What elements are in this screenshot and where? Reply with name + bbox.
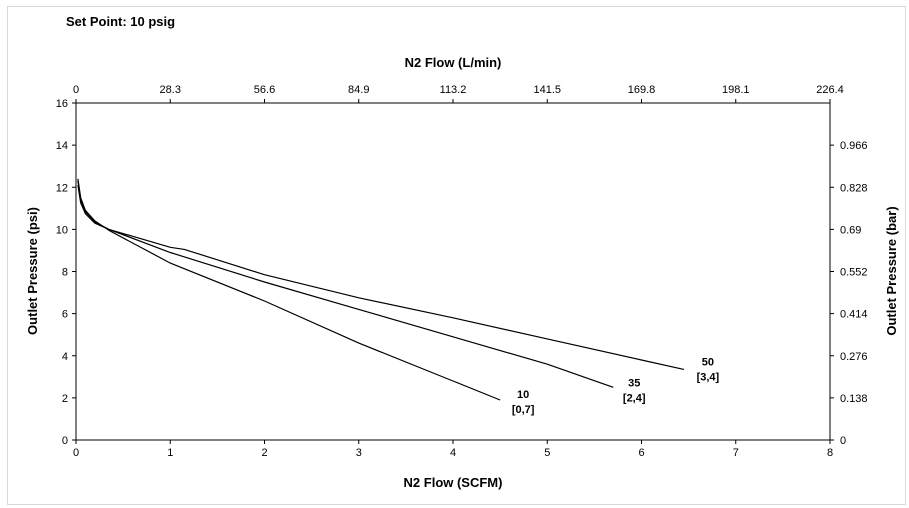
y-tick-label: 4: [62, 351, 68, 363]
x2-axis-title: N2 Flow (L/min): [405, 55, 502, 70]
y2-tick-label: 0.276: [840, 351, 868, 363]
x2-tick-label: 0: [73, 84, 79, 96]
y-tick-label: 12: [56, 182, 68, 194]
y-tick-label: 2: [62, 393, 68, 405]
axes-group: 0 1 2 3 4 5 6 7 80 28.3 56.6 84.9 113.2 141.5 169.8 198…: [56, 84, 868, 459]
y-axis-title: Outlet Pressure (psi): [25, 207, 40, 335]
x2-tick-label: 113.2: [440, 84, 467, 96]
series-label-50: 50: [702, 356, 714, 368]
y2-tick-label: 0.138: [840, 393, 868, 405]
x2-tick-label: 84.9: [348, 84, 369, 96]
y2-tick-label: 0.552: [840, 267, 868, 279]
x-tick-label: 8: [827, 447, 833, 459]
y2-tick-label: 0: [840, 435, 846, 447]
series-group: [77, 178, 685, 401]
x-tick-label: 2: [261, 447, 267, 459]
series-sublabel-50: [3,4]: [697, 371, 720, 383]
y-tick-label: 16: [56, 98, 68, 110]
x2-tick-label: 169.8: [628, 84, 656, 96]
x2-tick-label: 226.4: [816, 84, 844, 96]
x2-tick-label: 56.6: [254, 84, 275, 96]
y-tick-label: 14: [56, 140, 68, 152]
y-tick-label: 0: [62, 435, 68, 447]
y-tick-label: 6: [62, 309, 68, 321]
series-line-10: [77, 178, 501, 401]
x2-tick-label: 28.3: [160, 84, 181, 96]
x-tick-label: 0: [73, 447, 79, 459]
y2-axis-title: Outlet Pressure (bar): [884, 206, 899, 335]
x-tick-label: 4: [450, 447, 456, 459]
series-label-35: 35: [628, 377, 640, 389]
y-tick-label: 10: [56, 224, 68, 236]
x-tick-label: 1: [167, 447, 173, 459]
y2-tick-label: 0.828: [840, 182, 868, 194]
y2-tick-label: 0.966: [840, 140, 868, 152]
x-tick-label: 3: [356, 447, 362, 459]
series-sublabel-10: [0,7]: [512, 404, 535, 416]
y2-tick-label: 0.414: [840, 309, 868, 321]
x2-tick-label: 198.1: [722, 84, 750, 96]
x-axis-title: N2 Flow (SCFM): [404, 475, 503, 490]
series-label-10: 10: [517, 389, 529, 401]
y-tick-label: 8: [62, 267, 68, 279]
x-tick-label: 5: [544, 447, 550, 459]
series-sublabel-35: [2,4]: [623, 392, 646, 404]
x2-tick-label: 141.5: [533, 84, 561, 96]
series-line-50: [77, 185, 685, 370]
series-labels-group: 10 [0,7] 35 [2,4] 50 [3,4]: [512, 356, 720, 416]
y2-tick-label: 0.69: [840, 224, 861, 236]
x-tick-label: 7: [733, 447, 739, 459]
chart-title: Set Point: 10 psig: [66, 14, 175, 29]
x-tick-label: 6: [638, 447, 644, 459]
series-line-35: [77, 180, 614, 388]
